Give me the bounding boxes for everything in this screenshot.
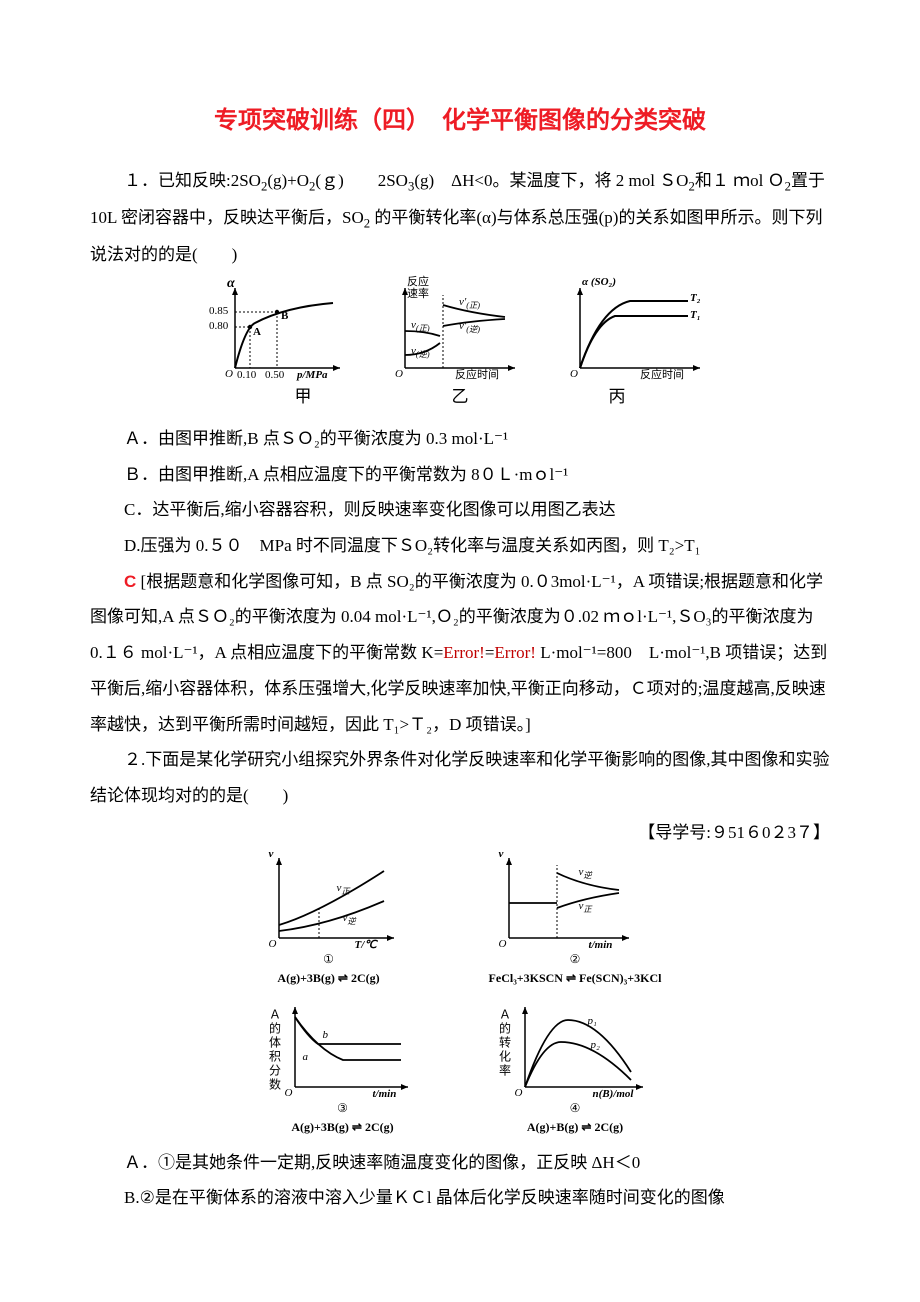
q1-optB: Ｂ．由图甲推断,A 点相应温度下的平衡常数为 8０Ｌ·mｏl⁻¹: [90, 457, 830, 493]
q2-fig-row1: v v正 v逆 T/℃ O ① A(g)+3B(g) ⇌ 2C(g): [90, 853, 830, 986]
q2-chart-4: Ａ的转化率 p₁ p₂ n(B)/mol O ④ A(g)+B(g) ⇌ 2C(…: [503, 1002, 648, 1135]
q1-fig-captions: 甲 乙 丙: [90, 382, 830, 407]
q1-stem: １．已知反映:2SO2(g)+O2(ｇ) 2SO3(g) ΔH<0。某温度下，将…: [90, 163, 830, 273]
q1-optA: Ａ．由图甲推断,B 点ＳＯ₂的平衡浓度为 0.3 mol·L⁻¹: [90, 421, 830, 457]
q2-optA: Ａ．①是其她条件一定期,反映速率随温度变化的图像，正反映 ΔH＜0: [90, 1145, 830, 1181]
q1-optD: D.压强为 0.５０ MPa 时不同温度下ＳO₂转化率与温度关系如丙图，则 T₂…: [90, 528, 830, 564]
q1-fig-bing: α (SO₂) T₂ T₁ 反应时间 O: [560, 283, 705, 378]
q2-optB: B.②是在平衡体系的溶液中溶入少量ＫＣl 晶体后化学反映速率随时间变化的图像: [90, 1180, 830, 1216]
q2-chart-1: v v正 v逆 T/℃ O ① A(g)+3B(g) ⇌ 2C(g): [259, 853, 399, 986]
q2-fig-row2: Ａ的体积分数 b a t/min O ③ A(g)+3B(g) ⇌ 2C(g): [90, 1002, 830, 1135]
q2-chart-2: v v逆 v正 t/min O ② FeCl₃+3KSCN ⇌ Fe(SCN)₃…: [489, 853, 662, 986]
q1-optC: C．达平衡后,缩小容器容积，则反映速率变化图像可以用图乙表达: [90, 492, 830, 528]
q2-stem: ２.下面是某化学研究小组探究外界条件对化学反映速率和化学平衡影响的图像,其中图像…: [90, 742, 830, 813]
q2-guide: 【导学号:９51６0２3７】: [90, 818, 830, 843]
q1-explanation: C [根据题意和化学图像可知，B 点 SO₂的平衡浓度为 0.０3mol·L⁻¹…: [90, 564, 830, 742]
q1-fig-jia: α 0.85 0.80 A B 0.10 0.50 p/MPa O: [215, 283, 345, 378]
q1-figures: α 0.85 0.80 A B 0.10 0.50 p/MPa O: [90, 283, 830, 378]
q2-chart-3: Ａ的体积分数 b a t/min O ③ A(g)+3B(g) ⇌ 2C(g): [273, 1002, 413, 1135]
q1-fig-yi: 反应 速率 v'(正) v(正) v'(逆) v(逆) 反应时间 O: [385, 283, 520, 378]
page-title: 专项突破训练（四） 化学平衡图像的分类突破: [90, 100, 830, 135]
